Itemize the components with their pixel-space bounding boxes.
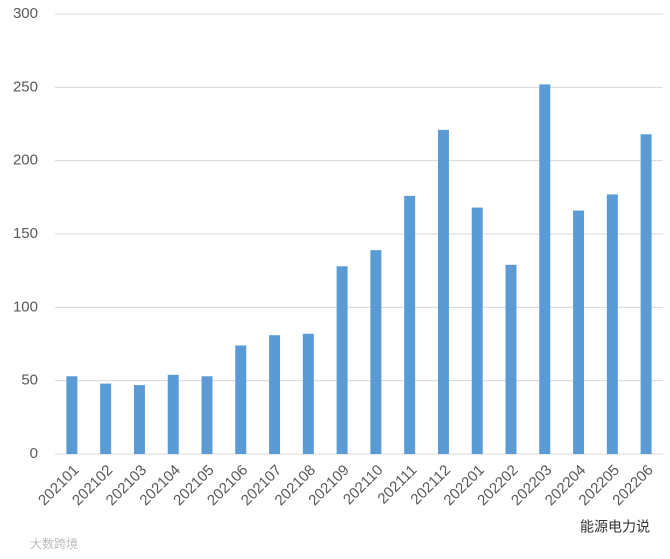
y-tick-label: 200 — [13, 152, 38, 169]
bar — [336, 266, 348, 454]
y-tick-label: 50 — [21, 372, 38, 389]
bar — [235, 345, 247, 454]
watermark: 能源电力说 — [580, 519, 650, 535]
watermark: 大数跨境 — [30, 536, 78, 551]
y-tick-label: 100 — [13, 298, 38, 315]
y-tick-label: 250 — [13, 78, 38, 95]
y-tick-label: 150 — [13, 225, 38, 242]
y-tick-label: 0 — [30, 445, 38, 462]
bar — [370, 250, 382, 454]
bar — [66, 376, 78, 454]
bar — [404, 195, 416, 454]
bar — [640, 134, 652, 454]
bar — [437, 129, 449, 454]
bar — [539, 84, 551, 455]
bar — [505, 264, 517, 454]
bar — [302, 333, 314, 454]
bar — [167, 374, 179, 454]
bar — [269, 335, 281, 454]
bar — [100, 383, 112, 454]
y-tick-label: 300 — [13, 5, 38, 22]
bar — [201, 376, 213, 454]
bar — [606, 194, 618, 454]
bar — [573, 210, 585, 454]
bar — [133, 385, 145, 454]
bar — [471, 207, 483, 454]
